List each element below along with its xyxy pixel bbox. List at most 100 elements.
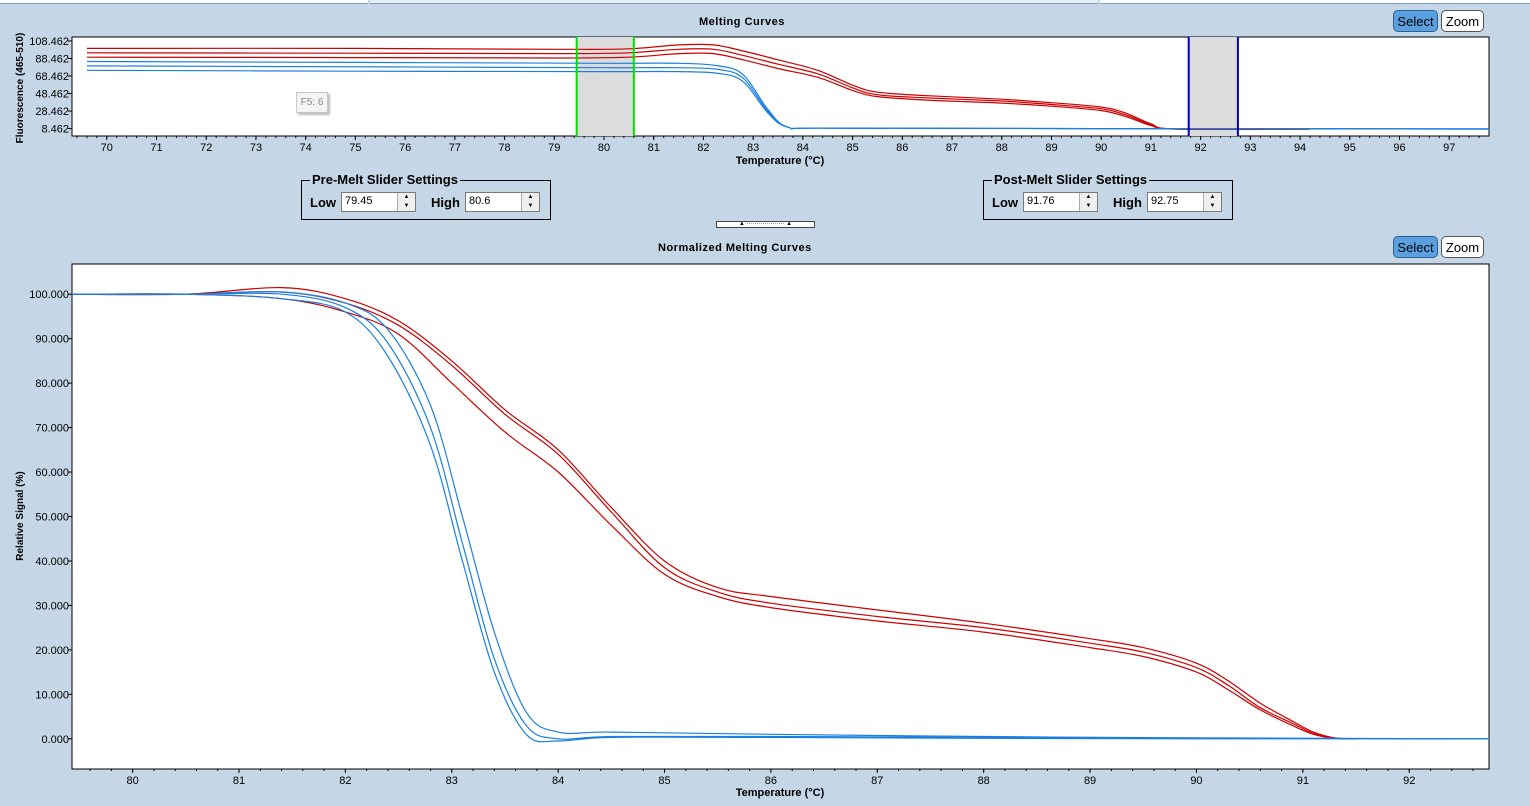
post-melt-low-label: Low — [992, 195, 1018, 210]
pre-melt-high-spinner[interactable]: 80.6 ▲ ▼ — [465, 192, 540, 212]
y-tick-label: 30.000 — [35, 600, 69, 612]
x-tick-label: 89 — [1084, 775, 1096, 787]
post-melt-low-value[interactable]: 91.76 — [1027, 195, 1055, 207]
series-line-red-1[interactable] — [86, 43, 1311, 130]
y-tick-label: 60.000 — [35, 467, 69, 479]
bottom-zoom-button[interactable]: Zoom — [1441, 236, 1484, 258]
melting-curves-y-label: Fluorescence (465-510) — [15, 33, 26, 144]
x-tick-label: 71 — [150, 142, 162, 154]
x-tick-label: 86 — [896, 142, 908, 154]
top-select-button[interactable]: Select — [1393, 10, 1438, 32]
normalized-curves-title: Normalized Melting Curves — [658, 242, 812, 254]
series-line-blue-2[interactable] — [72, 292, 1490, 740]
post-melt-title: Post-Melt Slider Settings — [992, 172, 1150, 187]
x-tick-label: 77 — [449, 142, 461, 154]
top-tab-right[interactable] — [1100, 0, 1530, 4]
top-tab-left[interactable] — [0, 0, 368, 4]
x-tick-label: 83 — [446, 775, 458, 787]
post-melt-settings: Post-Melt Slider Settings Low 91.76 ▲ ▼ H… — [983, 172, 1233, 220]
spin-up-icon[interactable]: ▲ — [527, 194, 534, 200]
x-tick-label: 83 — [747, 142, 759, 154]
series-line-red-3[interactable] — [86, 52, 1311, 130]
spin-down-icon[interactable]: ▼ — [1209, 203, 1216, 209]
pre-melt-high-value[interactable]: 80.6 — [469, 195, 491, 207]
post-melt-low-spinner[interactable]: 91.76 ▲ ▼ — [1023, 192, 1098, 212]
y-tick-label: 70.000 — [35, 423, 69, 435]
y-tick-label: 10.000 — [35, 689, 69, 701]
x-tick-label: 74 — [300, 142, 312, 154]
x-tick-label: 96 — [1393, 142, 1405, 154]
slider-line-layer — [575, 37, 1239, 136]
melting-curves-series-layer — [86, 43, 1490, 130]
series-line-blue-1[interactable] — [71, 291, 1490, 740]
x-tick-label: 89 — [1045, 142, 1057, 154]
normalized-curves-series-layer — [71, 286, 1490, 743]
normalized-curves-x-ticks: 80 81 82 83 84 85 86 87 88 89 90 91 92 — [89, 769, 1474, 787]
x-tick-label: 97 — [1443, 142, 1455, 154]
y-tick-label: 28.462 — [35, 106, 69, 118]
bottom-select-button[interactable]: Select — [1393, 236, 1438, 258]
spin-up-icon[interactable]: ▲ — [1085, 194, 1092, 200]
x-tick-label: 91 — [1145, 142, 1157, 154]
top-tab-middle[interactable] — [370, 0, 1098, 4]
normalized-curves-y-ticks: 100.000 90.000 80.000 70.000 60.000 50.000 40.… — [29, 289, 72, 746]
x-tick-label: 84 — [552, 775, 564, 787]
y-tick-label: 48.462 — [35, 89, 69, 101]
normalized-curves-y-label: Relative Signal (%) — [15, 471, 26, 560]
x-tick-label: 78 — [498, 142, 510, 154]
series-line-red-1[interactable] — [71, 286, 1357, 740]
post-melt-high-value[interactable]: 92.75 — [1151, 195, 1179, 207]
y-tick-label: 20.000 — [35, 645, 69, 657]
x-tick-label: 90 — [1095, 142, 1107, 154]
x-tick-label: 80 — [598, 142, 610, 154]
x-tick-label: 92 — [1195, 142, 1207, 154]
x-tick-label: 86 — [765, 775, 777, 787]
series-line-red-2[interactable] — [86, 48, 1311, 130]
pre-melt-title: Pre-Melt Slider Settings — [310, 172, 460, 187]
x-tick-label: 79 — [548, 142, 560, 154]
post-melt-band — [1188, 37, 1238, 136]
series-line-red-3[interactable] — [71, 293, 1357, 740]
spin-up-icon[interactable]: ▲ — [1209, 194, 1216, 200]
series-line-blue-3[interactable] — [71, 293, 1489, 743]
x-tick-label: 88 — [978, 775, 990, 787]
y-tick-label: 108.462 — [29, 36, 69, 48]
x-tick-label: 72 — [200, 142, 212, 154]
y-tick-label: 40.000 — [35, 556, 69, 568]
melting-curves-x-ticks: 70 71 72 73 74 75 76 77 78 79 80 81 82 83 84 85 86 87 88 89… — [76, 136, 1480, 154]
x-tick-label: 75 — [349, 142, 361, 154]
pre-melt-low-value[interactable]: 79.45 — [345, 195, 373, 207]
series-line-red-2[interactable] — [71, 291, 1357, 740]
x-tick-label: 80 — [127, 775, 139, 787]
melting-curves-chart[interactable]: 70 71 72 73 74 75 76 77 78 79 80 81 82 83 84 85 86 87 88 89… — [0, 30, 1530, 170]
y-tick-label: 68.462 — [35, 71, 69, 83]
series-line-blue-3[interactable] — [86, 69, 1490, 130]
x-tick-label: 93 — [1244, 142, 1256, 154]
spin-up-icon[interactable]: ▲ — [403, 194, 410, 200]
melting-curves-y-ticks: 108.462 88.462 68.462 48.462 28.462 8.462 — [29, 36, 72, 136]
post-melt-high-spinner[interactable]: 92.75 ▲ ▼ — [1147, 192, 1222, 212]
spin-down-icon[interactable]: ▼ — [527, 203, 534, 209]
x-tick-label: 73 — [250, 142, 262, 154]
x-tick-label: 91 — [1297, 775, 1309, 787]
melting-curves-title: Melting Curves — [699, 16, 785, 28]
pre-melt-low-spinner[interactable]: 79.45 ▲ ▼ — [341, 192, 416, 212]
x-tick-label: 87 — [871, 775, 883, 787]
spin-down-icon[interactable]: ▼ — [1085, 203, 1092, 209]
x-tick-label: 81 — [648, 142, 660, 154]
spin-down-icon[interactable]: ▼ — [403, 203, 410, 209]
x-tick-label: 85 — [846, 142, 858, 154]
pre-melt-band — [576, 37, 634, 136]
x-tick-label: 92 — [1403, 775, 1415, 787]
x-tick-label: 90 — [1190, 775, 1202, 787]
x-tick-label: 85 — [658, 775, 670, 787]
x-tick-label: 70 — [101, 142, 113, 154]
top-zoom-button[interactable]: Zoom — [1441, 10, 1484, 32]
x-tick-label: 82 — [339, 775, 351, 787]
x-tick-label: 87 — [946, 142, 958, 154]
panel-splitter-handle[interactable]: ▲ ··················· ▲ — [716, 221, 815, 228]
y-tick-label: 88.462 — [35, 53, 69, 65]
normalized-curves-plot-area[interactable] — [71, 263, 1490, 770]
melting-curves-plot-area[interactable] — [71, 36, 1490, 137]
normalized-curves-chart[interactable]: 80 81 82 83 84 85 86 87 88 89 90 91 92 100.000 90.000… — [0, 258, 1530, 806]
